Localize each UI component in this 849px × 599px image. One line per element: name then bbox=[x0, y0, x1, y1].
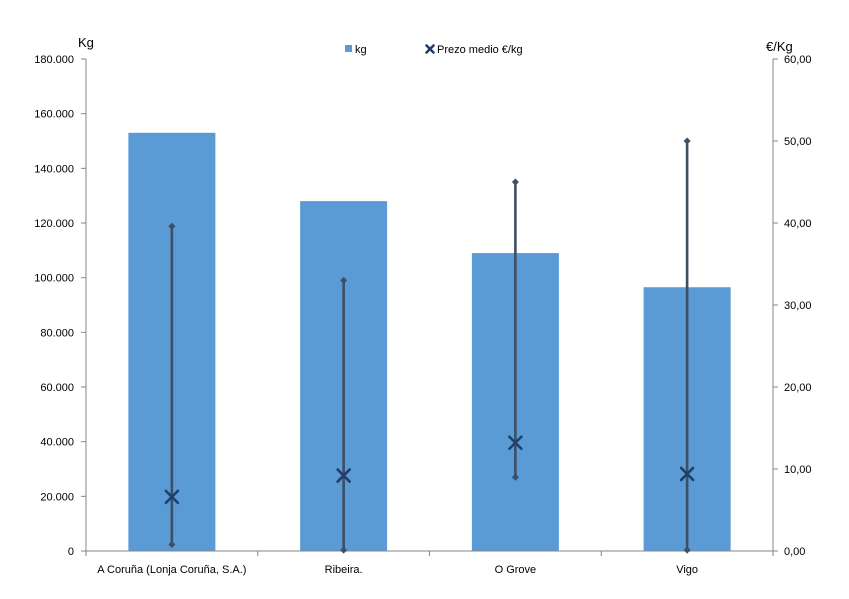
legend-swatch-kg bbox=[345, 45, 352, 52]
price-average-marker bbox=[508, 435, 523, 451]
y-left-tick-label: 80.000 bbox=[40, 327, 74, 339]
y-right-tick-label: 0,00 bbox=[784, 546, 805, 558]
y-axis-right-label: €/Kg bbox=[766, 39, 793, 54]
y-right-tick-label: 40,00 bbox=[784, 218, 812, 230]
x-category-label: O Grove bbox=[495, 564, 537, 576]
price-min-marker bbox=[168, 540, 176, 548]
price-min-marker bbox=[511, 473, 519, 481]
price-average-marker-shape bbox=[679, 466, 695, 482]
y-left-tick-label: 40.000 bbox=[40, 437, 74, 449]
price-max-marker bbox=[511, 178, 519, 186]
legend-price-x-shape bbox=[425, 44, 435, 54]
y-left-tick-label: 180.000 bbox=[34, 54, 74, 66]
y-right-tick-label: 30,00 bbox=[784, 300, 812, 312]
y-right-tick-label: 20,00 bbox=[784, 382, 812, 394]
price-min-marker bbox=[683, 546, 691, 554]
price-max-marker bbox=[340, 276, 348, 284]
x-category-label: Vigo bbox=[676, 564, 698, 576]
y-left-tick-label: 20.000 bbox=[40, 491, 74, 503]
y-right-tick-label: 50,00 bbox=[784, 136, 812, 148]
price-max-marker bbox=[168, 222, 176, 230]
y-right-tick-label: 60,00 bbox=[784, 54, 812, 66]
x-category-label: Ribeira. bbox=[325, 564, 363, 576]
legend-price-x bbox=[425, 44, 435, 54]
y-left-tick-label: 140.000 bbox=[34, 163, 74, 175]
y-left-tick-label: 60.000 bbox=[40, 382, 74, 394]
price-average-marker bbox=[164, 489, 180, 505]
price-average-marker-shape bbox=[164, 489, 180, 505]
legend-label-kg: kg bbox=[355, 44, 367, 56]
y-left-tick-label: 120.000 bbox=[34, 218, 74, 230]
bars-layer bbox=[128, 132, 731, 552]
legend: kg Prezo medio €/kg bbox=[345, 44, 523, 56]
ranges-layer bbox=[164, 137, 695, 554]
price-average-marker bbox=[336, 468, 351, 483]
x-category-label: A Coruña (Lonja Coruña, S.A.) bbox=[97, 564, 246, 576]
price-min-marker bbox=[340, 546, 348, 554]
price-average-marker-shape bbox=[508, 435, 523, 451]
y-left-tick-label: 100.000 bbox=[34, 273, 74, 285]
legend-marker-price bbox=[425, 44, 435, 54]
price-max-marker bbox=[683, 137, 691, 145]
y-left-tick-label: 160.000 bbox=[34, 109, 74, 121]
ticks-layer: 0 20.000 40.000 60.000 80.000 100.000 120.000 1… bbox=[34, 54, 811, 558]
price-average-marker bbox=[679, 466, 695, 482]
legend-label-price: Prezo medio €/kg bbox=[437, 44, 523, 56]
labels-layer: A Coruña (Lonja Coruña, S.A.) Ribeira. O G… bbox=[97, 564, 698, 576]
y-axis-left-label: Kg bbox=[78, 35, 94, 50]
y-left-tick-label: 0 bbox=[68, 546, 74, 558]
y-right-tick-label: 10,00 bbox=[784, 464, 812, 476]
price-average-marker-shape bbox=[336, 468, 351, 483]
